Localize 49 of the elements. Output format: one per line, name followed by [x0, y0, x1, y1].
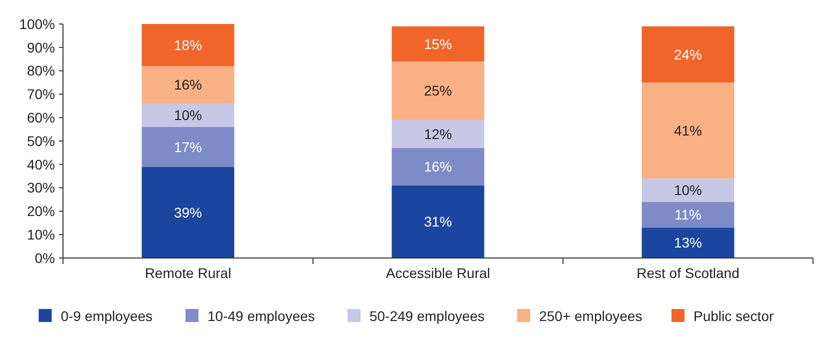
- data-label: 17%: [174, 138, 202, 155]
- data-label: 24%: [674, 46, 702, 62]
- bar: [142, 66, 234, 104]
- data-label: 39%: [174, 204, 202, 220]
- y-tick-label: 80%: [26, 62, 55, 79]
- y-tick-label: 60%: [26, 110, 55, 126]
- data-label: 11%: [674, 206, 702, 223]
- bar: [142, 24, 234, 66]
- data-label: 10%: [174, 107, 202, 124]
- data-label: 41%: [674, 122, 702, 138]
- legend-label: Public sector: [694, 308, 774, 324]
- y-tick-label: 90%: [26, 39, 55, 56]
- data-label: 13%: [674, 234, 702, 251]
- bar: [142, 166, 234, 258]
- y-tick-label: 70%: [26, 86, 55, 102]
- y-tick-label: 50%: [26, 132, 55, 149]
- legend-label: 50-249 employees: [370, 308, 485, 324]
- bar: [142, 126, 234, 167]
- bar: [642, 178, 734, 202]
- y-tick-label: 0%: [34, 250, 55, 266]
- bar: [392, 185, 484, 258]
- x-tick-label: Remote Rural: [144, 265, 232, 281]
- data-label: 31%: [424, 214, 452, 230]
- legend-label: 10-49 employees: [208, 308, 315, 324]
- bar: [642, 82, 734, 178]
- data-label: 18%: [174, 36, 202, 53]
- y-tick-label: 30%: [26, 180, 55, 196]
- bar: [642, 26, 734, 82]
- data-label: 15%: [424, 36, 452, 52]
- data-label: 16%: [424, 158, 452, 175]
- bar: [392, 148, 484, 186]
- y-tick-label: 10%: [26, 226, 55, 242]
- bar: [392, 61, 484, 120]
- data-label: 16%: [174, 76, 202, 93]
- data-label: 10%: [674, 182, 702, 198]
- data-label: 25%: [424, 82, 452, 99]
- y-tick-label: 20%: [26, 203, 55, 220]
- y-tick-label: 40%: [26, 156, 55, 172]
- bar: [642, 228, 734, 258]
- data-label: 12%: [424, 126, 452, 142]
- legend-label: 250+ employees: [539, 308, 642, 324]
- bar: [392, 26, 484, 62]
- x-tick-label: Rest of Scotland: [636, 265, 740, 281]
- legend-label: 0-9 employees: [60, 308, 153, 324]
- x-tick-label: Accessible Rural: [386, 265, 490, 281]
- y-tick-label: 100%: [19, 16, 55, 32]
- bar: [142, 104, 234, 127]
- bar: [392, 120, 484, 148]
- bar: [642, 202, 734, 228]
